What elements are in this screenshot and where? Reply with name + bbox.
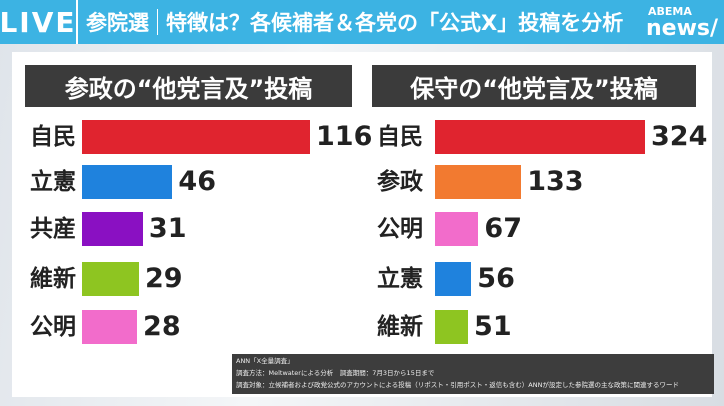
source-note: ANN「X全量調査」 調査方法：Meltwaterによる分析 調査期間：7月3日…: [232, 354, 714, 394]
topic: 参院選: [86, 11, 149, 35]
bar: [435, 120, 645, 154]
chart-title-left: 参政の“他党言及”投稿: [25, 65, 352, 107]
header-bar: LIVE 参院選 特徴は？各候補者＆各党の「公式X」投稿を分析 ABEMA ne…: [0, 0, 724, 44]
value-label: 31: [148, 213, 187, 244]
chart-title-right: 保守の“他党言及”投稿: [372, 65, 696, 107]
note-line: ANN「X全量調査」: [236, 357, 294, 365]
bar: [435, 310, 469, 344]
logo-bottom: news/: [646, 16, 719, 41]
note-line: 調査方法：Meltwaterによる分析 調査期間：7月3日から15日まで: [236, 369, 435, 377]
value-label: 133: [527, 166, 584, 197]
category-label: 自民: [377, 124, 423, 150]
chart-panel: 参政の“他党言及”投稿 保守の“他党言及”投稿 自民 116 立憲 46 共産 31 維新 2…: [12, 52, 712, 397]
headline: 参院選 特徴は？各候補者＆各党の「公式X」投稿を分析: [86, 7, 623, 37]
category-label: 公明: [377, 216, 423, 242]
value-label: 28: [143, 311, 181, 342]
category-label: 公明: [30, 314, 76, 340]
category-label: 立憲: [377, 266, 423, 292]
bar: [82, 262, 139, 296]
bar: [435, 212, 479, 246]
logo-top: ABEMA: [648, 5, 692, 18]
value-label: 29: [145, 263, 183, 294]
category-label: 維新: [30, 266, 76, 292]
value-label: 116: [316, 121, 373, 152]
bar: [82, 120, 310, 154]
category-label: 自民: [30, 124, 76, 150]
category-label: 参政: [377, 169, 423, 195]
bar: [82, 212, 143, 246]
note-line: 調査対象：立候補者および政党公式のアカウントによる投稿（リポスト・引用ポスト・返…: [236, 381, 679, 389]
category-label: 維新: [377, 314, 423, 340]
value-label: 46: [178, 166, 216, 197]
abema-news-logo: ABEMA news/: [638, 2, 720, 42]
value-label: 51: [474, 311, 512, 342]
bar: [435, 165, 522, 199]
bar: [435, 262, 472, 296]
live-badge: LIVE: [0, 0, 78, 44]
bar: [82, 165, 173, 199]
value-label: 56: [477, 263, 515, 294]
value-label: 67: [484, 213, 522, 244]
category-label: 立憲: [30, 169, 76, 195]
divider: [157, 9, 158, 35]
bar: [82, 310, 138, 344]
category-label: 共産: [30, 216, 76, 242]
value-label: 324: [651, 121, 708, 152]
headline-text: 特徴は？各候補者＆各党の「公式X」投稿を分析: [166, 11, 624, 35]
